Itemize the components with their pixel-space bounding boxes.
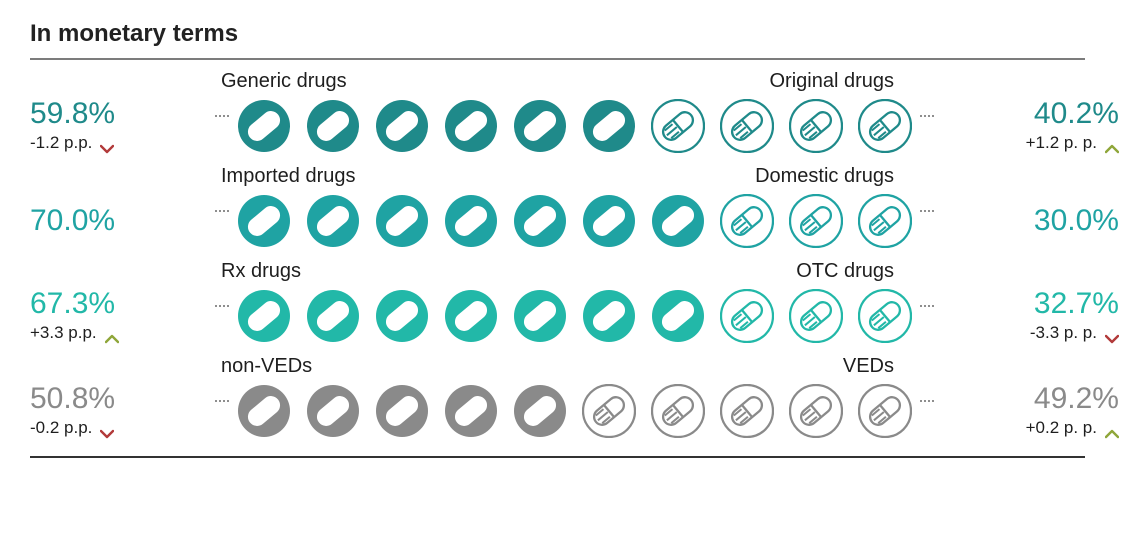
category-label-left: non-VEDs: [221, 355, 312, 378]
pill-icon: [513, 99, 567, 153]
pill-icon: [444, 384, 498, 438]
pill-icon: [306, 384, 360, 438]
chevron-down-icon: [100, 139, 114, 148]
pill-icon: [789, 384, 843, 438]
pill-icon: [513, 194, 567, 248]
pill-icon: [582, 194, 636, 248]
delta-right: +0.2 p. p.: [1026, 418, 1119, 438]
pill-icon: [306, 289, 360, 343]
delta-left: -1.2 p.p.: [30, 133, 114, 153]
delta-value: -1.2 p.p.: [30, 133, 92, 153]
pill-icon: [651, 194, 705, 248]
chevron-up-icon: [1105, 424, 1119, 433]
pill-strip: [237, 194, 912, 248]
pct-left: 67.3%: [30, 289, 115, 319]
category-label-right: Domestic drugs: [755, 165, 894, 188]
pill-strip: [237, 289, 912, 343]
dot-leader: [920, 115, 934, 117]
pill-icon: [651, 384, 705, 438]
pill-icon: [582, 99, 636, 153]
delta-value: +3.3 p.p.: [30, 323, 97, 343]
category-label-right: VEDs: [843, 355, 894, 378]
pill-icon: [858, 289, 912, 343]
page-title: In monetary terms: [30, 20, 1085, 48]
dot-leader: [215, 400, 229, 402]
pill-icon: [375, 384, 429, 438]
pill-strip: [237, 99, 912, 153]
category-label-right: OTC drugs: [796, 260, 894, 283]
pill-icon: [789, 99, 843, 153]
pill-icon: [720, 99, 774, 153]
pill-icon: [375, 194, 429, 248]
pct-right: 40.2%: [1034, 99, 1119, 129]
data-row-generic-original: 59.8% -1.2 p.p.: [30, 93, 1085, 163]
pill-icon: [789, 289, 843, 343]
category-label-left: Generic drugs: [221, 70, 347, 93]
pill-icon: [789, 194, 843, 248]
pill-icon: [375, 99, 429, 153]
pill-icon: [582, 289, 636, 343]
divider-bottom: [30, 456, 1085, 458]
pill-icon: [237, 384, 291, 438]
data-row-imported-domestic: 70.0%: [30, 188, 1085, 258]
delta-value: -0.2 p.p.: [30, 418, 92, 438]
delta-value: +0.2 p. p.: [1026, 418, 1097, 438]
pill-icon: [858, 384, 912, 438]
pill-icon: [444, 289, 498, 343]
dot-leader: [920, 305, 934, 307]
pct-right: 30.0%: [1034, 206, 1119, 236]
chevron-down-icon: [1105, 329, 1119, 338]
pill-icon: [306, 99, 360, 153]
chevron-down-icon: [100, 424, 114, 433]
pill-strip: [237, 384, 912, 438]
infographic-container: In monetary terms Generic drugs Original…: [0, 0, 1125, 478]
pill-icon: [237, 194, 291, 248]
pill-icon: [513, 289, 567, 343]
divider-top: [30, 58, 1085, 60]
pct-left: 50.8%: [30, 384, 115, 414]
data-row-nonved-ved: 50.8% -0.2 p.p.: [30, 378, 1085, 448]
pill-icon: [237, 99, 291, 153]
pct-right: 49.2%: [1034, 384, 1119, 414]
pill-icon: [444, 99, 498, 153]
pill-icon: [513, 384, 567, 438]
category-label-left: Rx drugs: [221, 260, 301, 283]
category-label-right: Original drugs: [769, 70, 894, 93]
delta-left: -0.2 p.p.: [30, 418, 114, 438]
delta-value: +1.2 p. p.: [1026, 133, 1097, 153]
chevron-up-icon: [1105, 139, 1119, 148]
pill-icon: [720, 384, 774, 438]
dot-leader: [215, 210, 229, 212]
pill-icon: [858, 194, 912, 248]
pct-left: 59.8%: [30, 99, 115, 129]
pill-icon: [375, 289, 429, 343]
pill-icon: [651, 289, 705, 343]
dot-leader: [920, 210, 934, 212]
delta-value: -3.3 p. p.: [1030, 323, 1097, 343]
pill-icon: [651, 99, 705, 153]
data-row-rx-otc: 67.3% +3.3 p.p.: [30, 283, 1085, 353]
dot-leader: [215, 305, 229, 307]
pill-icon: [306, 194, 360, 248]
delta-right: +1.2 p. p.: [1026, 133, 1119, 153]
pill-icon: [582, 384, 636, 438]
category-label-left: Imported drugs: [221, 165, 356, 188]
chevron-up-icon: [105, 329, 119, 338]
delta-right: -3.3 p. p.: [1030, 323, 1119, 343]
delta-left: +3.3 p.p.: [30, 323, 119, 343]
pill-icon: [858, 99, 912, 153]
dot-leader: [920, 400, 934, 402]
pct-left: 70.0%: [30, 206, 115, 236]
pill-icon: [444, 194, 498, 248]
pill-icon: [720, 194, 774, 248]
pill-icon: [720, 289, 774, 343]
pill-icon: [237, 289, 291, 343]
dot-leader: [215, 115, 229, 117]
pct-right: 32.7%: [1034, 289, 1119, 319]
